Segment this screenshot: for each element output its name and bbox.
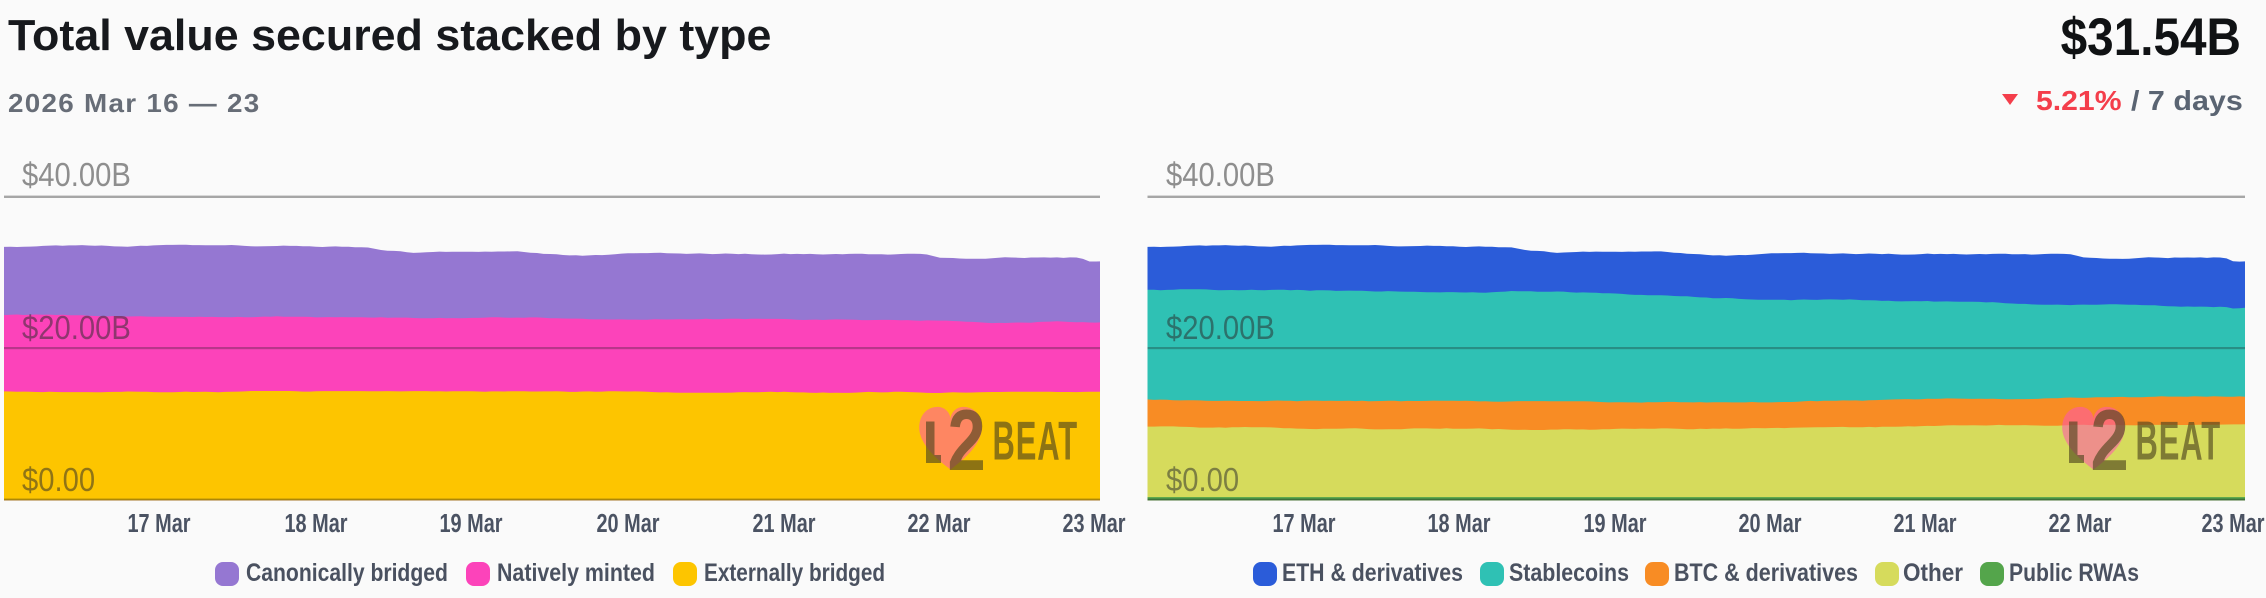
svg-text:BEAT: BEAT [993, 411, 1079, 471]
svg-text:BEAT: BEAT [2136, 411, 2222, 471]
svg-text:2: 2 [948, 393, 986, 489]
svg-text:2: 2 [2091, 393, 2129, 489]
